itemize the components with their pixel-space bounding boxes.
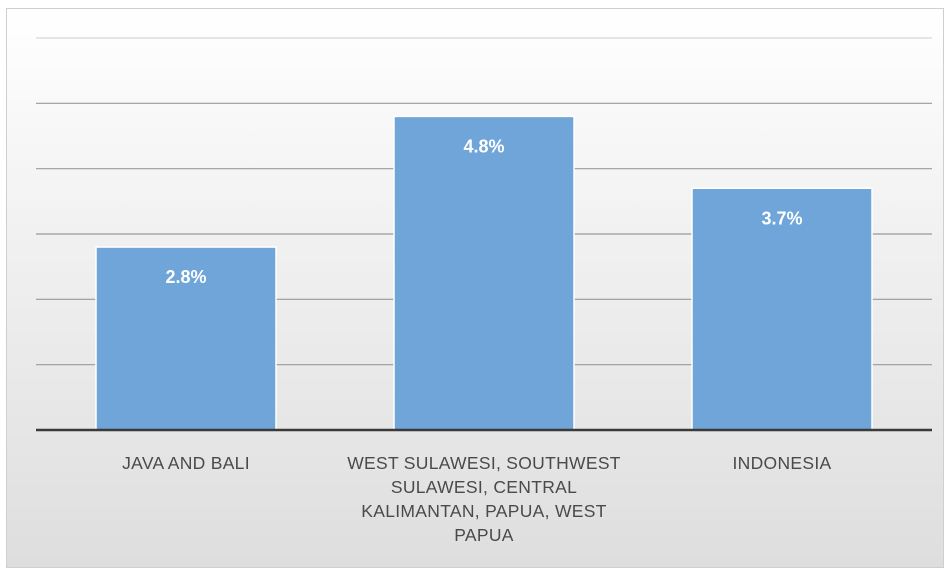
x-tick-label: JAVA AND BALI [122,453,250,473]
data-labels: 2.8% 4.8% 3.7% [165,136,802,287]
data-label: 2.8% [165,267,206,287]
data-label: 3.7% [761,208,802,228]
bars [95,115,873,431]
bar [95,246,277,431]
bar [393,115,575,431]
x-tick-label: INDONESIA [732,453,832,473]
x-tick-label: WEST SULAWESI, SOUTHWEST SULAWESI, CENTR… [347,453,621,545]
data-label: 4.8% [463,136,504,156]
bar [691,187,873,431]
